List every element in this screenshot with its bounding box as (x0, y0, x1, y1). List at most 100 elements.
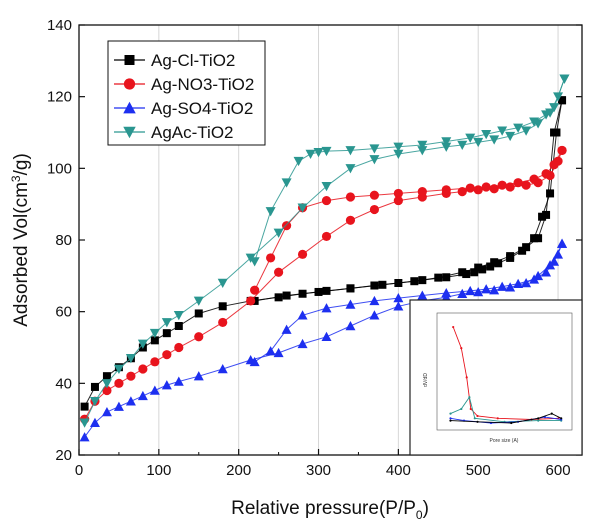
inset-curve (452, 326, 559, 420)
ag-so4-tio2-point (497, 281, 508, 291)
legend-label-ag-so4-tio2: Ag-SO4-TiO2 (151, 99, 253, 118)
ag-so4-tio2-point (297, 338, 308, 349)
agac-tio2-point (101, 379, 112, 389)
inset-point (460, 407, 463, 411)
agac-tio2-point (273, 228, 284, 238)
agac-tio2-point (417, 146, 428, 156)
inset-point (449, 412, 452, 415)
agac-tio2-point (79, 418, 90, 428)
agac-tio2-point (89, 397, 100, 407)
ag-so4-tio2-point (113, 401, 124, 411)
ag-no3-tio2-point (345, 192, 356, 202)
inset-point (510, 421, 513, 425)
agac-tio2-point (417, 140, 428, 151)
ag-so4-tio2-point (369, 310, 380, 320)
ag-so4-tio2-point (345, 299, 356, 309)
y-tick-label: 60 (55, 304, 72, 321)
ag-no3-tio2-point (489, 184, 499, 194)
inset-point (460, 347, 463, 350)
agac-tio2-point (393, 149, 404, 159)
ag-so4-tio2-point (321, 303, 332, 313)
ag-so4-tio2-point (101, 407, 112, 417)
ag-so4-tio2-point (473, 286, 484, 297)
ag-no3-tio2-point (541, 169, 551, 179)
ag-cl-tio2-point (522, 243, 531, 252)
ag-so4-tio2-point (281, 324, 292, 334)
ag-cl-tio2-point (314, 287, 323, 296)
ag-cl-tio2-point (194, 309, 203, 318)
ag-cl-tio2-point (558, 96, 567, 105)
agac-tio2-point (441, 142, 452, 152)
ag-no3-tio2-point (497, 180, 507, 190)
agac-tio2-point (265, 207, 276, 217)
agac-tio2-point (193, 296, 204, 306)
legend-marker-ag-cl-tio2 (124, 55, 135, 65)
ag-no3-tio2-point (250, 285, 260, 295)
agac-tio2-point (345, 164, 356, 174)
ag-cl-tio2-point (542, 210, 551, 219)
ag-no3-tio2-point (505, 182, 515, 192)
ag-cl-tio2-point (470, 268, 479, 277)
ag-so4-tio2-point (297, 310, 308, 320)
agac-tio2-point (513, 123, 524, 133)
agac-tio2-point (161, 318, 172, 328)
ag-no3-tio2-point (126, 371, 136, 381)
ag-no3-tio2-point (393, 195, 403, 206)
ag-cl-tio2-point (410, 277, 419, 286)
x-tick-label: 500 (466, 462, 491, 479)
inset-lines (449, 325, 563, 425)
ag-no3-tio2-point (274, 267, 284, 277)
ag-cl-tio2-point (80, 402, 89, 411)
inset-x-label: Pore size (A) (490, 438, 519, 444)
legend-label-ag-no3-tio2: Ag-NO3-TiO2 (151, 75, 254, 94)
ag-so4-tio2-point (321, 331, 332, 341)
ag-so4-tio2-point (465, 285, 476, 296)
legend-marker-agac-tio2 (123, 126, 136, 139)
ag-no3-tio2-point (345, 215, 356, 225)
agac-tio2-point (521, 126, 532, 136)
ag-no3-tio2-point (194, 332, 204, 342)
ag-no3-tio2-point (297, 249, 308, 259)
legend-marker-ag-so4-tio2 (123, 101, 136, 114)
x-tick-label: 0 (75, 462, 83, 479)
ag-cl-tio2-point (394, 279, 403, 287)
agac-tio2-point (125, 354, 136, 364)
ag-no3-tio2-point (417, 187, 427, 197)
ag-so4-tio2-point (173, 376, 184, 386)
ag-cl-tio2-point (274, 293, 283, 302)
series-layer (79, 74, 570, 442)
ag-so4-tio2-point (137, 390, 148, 401)
ag-so4-tio2-point (89, 417, 100, 427)
agac-tio2-point (441, 137, 452, 147)
ag-no3-tio2-point (138, 364, 148, 374)
agac-tio2-point (293, 156, 304, 167)
inset-point (465, 376, 468, 379)
ag-so4-tio2-point (489, 285, 500, 295)
ag-no3-tio2-point (150, 357, 160, 367)
inset-point (537, 419, 540, 422)
ag-so4-tio2-point (273, 347, 284, 358)
axis-ticks: 0 100 200 300 400 500 600 20 40 60 80 100 120 140 (47, 17, 582, 479)
inset-point (476, 420, 479, 423)
agac-tio2-point (369, 155, 380, 165)
ag-so4-tio2-point (193, 371, 204, 381)
ag-cl-tio2-point (506, 252, 515, 261)
ag-no3-tio2-point (549, 160, 559, 170)
agac-tio2-point (249, 257, 260, 267)
agac-tio2-point (137, 339, 148, 349)
ag-so4-tio2-point (549, 256, 560, 266)
x-tick-label: 400 (386, 462, 411, 479)
agac-tio2-point (345, 146, 356, 156)
ag-no3-tio2-point (266, 253, 276, 263)
ag-cl-tio2-point (546, 189, 555, 198)
ag-no3-tio2-point (281, 221, 292, 231)
y-tick-label: 100 (47, 160, 72, 177)
y-tick-label: 140 (47, 17, 72, 34)
agac-tio2-point (559, 74, 570, 84)
ag-cl-tio2-point (90, 382, 99, 391)
ag-so4-tio2-point (553, 249, 564, 259)
ag-cl-tio2-point (550, 128, 559, 137)
ag-no3-tio2-point (321, 231, 332, 242)
x-axis-label: Relative pressure(P/P0) (231, 498, 429, 522)
